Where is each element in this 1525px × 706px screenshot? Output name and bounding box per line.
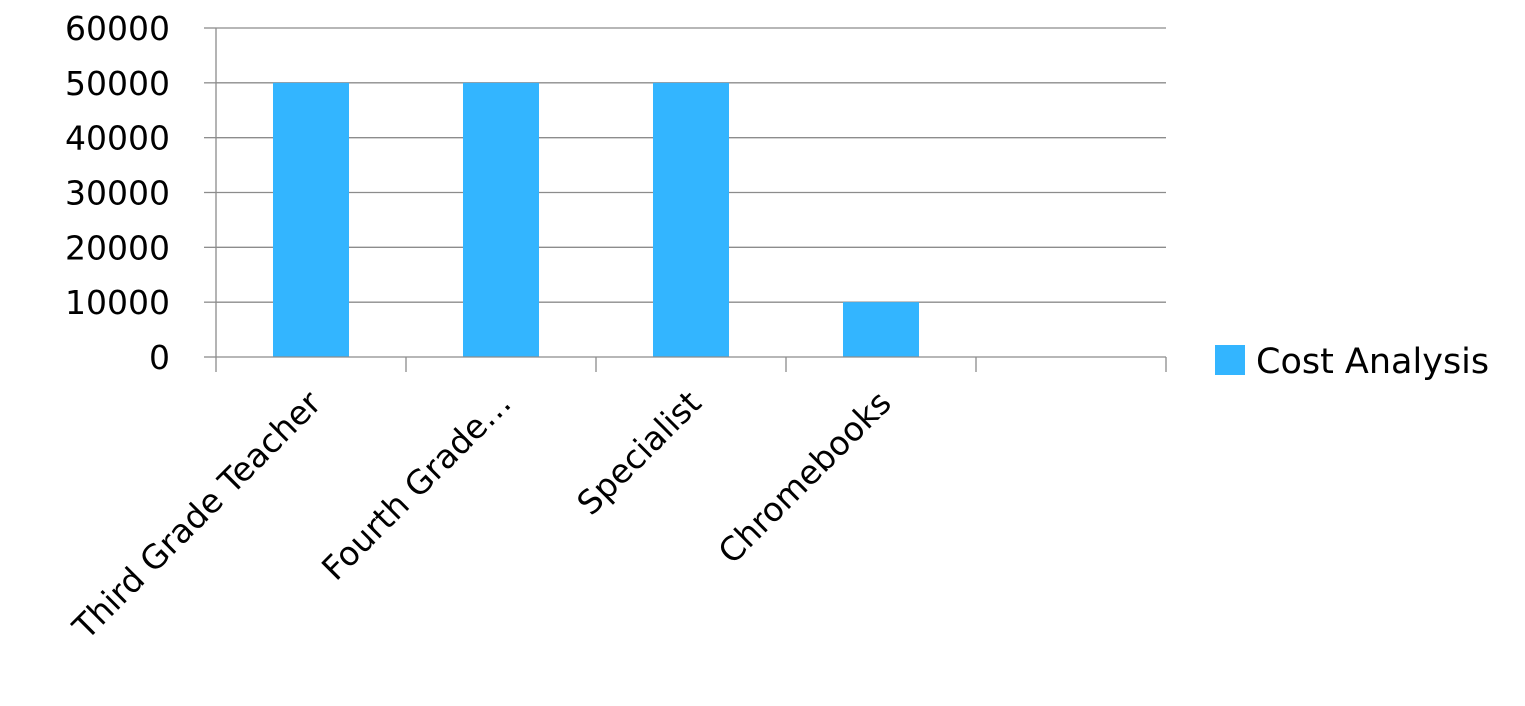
legend: Cost Analysis [1215, 342, 1489, 382]
x-category-label: Third Grade Teacher [64, 383, 329, 648]
y-tick-label: 30000 [65, 174, 170, 213]
legend-label: Cost Analysis [1256, 342, 1489, 382]
y-tick-label: 20000 [65, 228, 170, 267]
bar [273, 82, 349, 357]
y-tick-label: 40000 [65, 119, 170, 158]
bar [653, 82, 729, 357]
x-category-label: Specialist [569, 383, 708, 522]
x-category-label: Chromebooks [711, 383, 899, 571]
bars [273, 82, 919, 357]
bar [843, 302, 919, 357]
y-tick-label: 0 [149, 338, 170, 377]
x-category-label: Fourth Grade… [314, 383, 519, 588]
y-tick-label: 10000 [65, 283, 170, 322]
axes [204, 27, 1167, 372]
y-tick-label: 60000 [65, 9, 170, 48]
y-tick-label: 50000 [65, 64, 170, 103]
y-tick-labels: 0 10000 20000 30000 40000 50000 60000 [65, 9, 170, 377]
legend-swatch [1215, 345, 1245, 375]
bar [463, 82, 539, 357]
